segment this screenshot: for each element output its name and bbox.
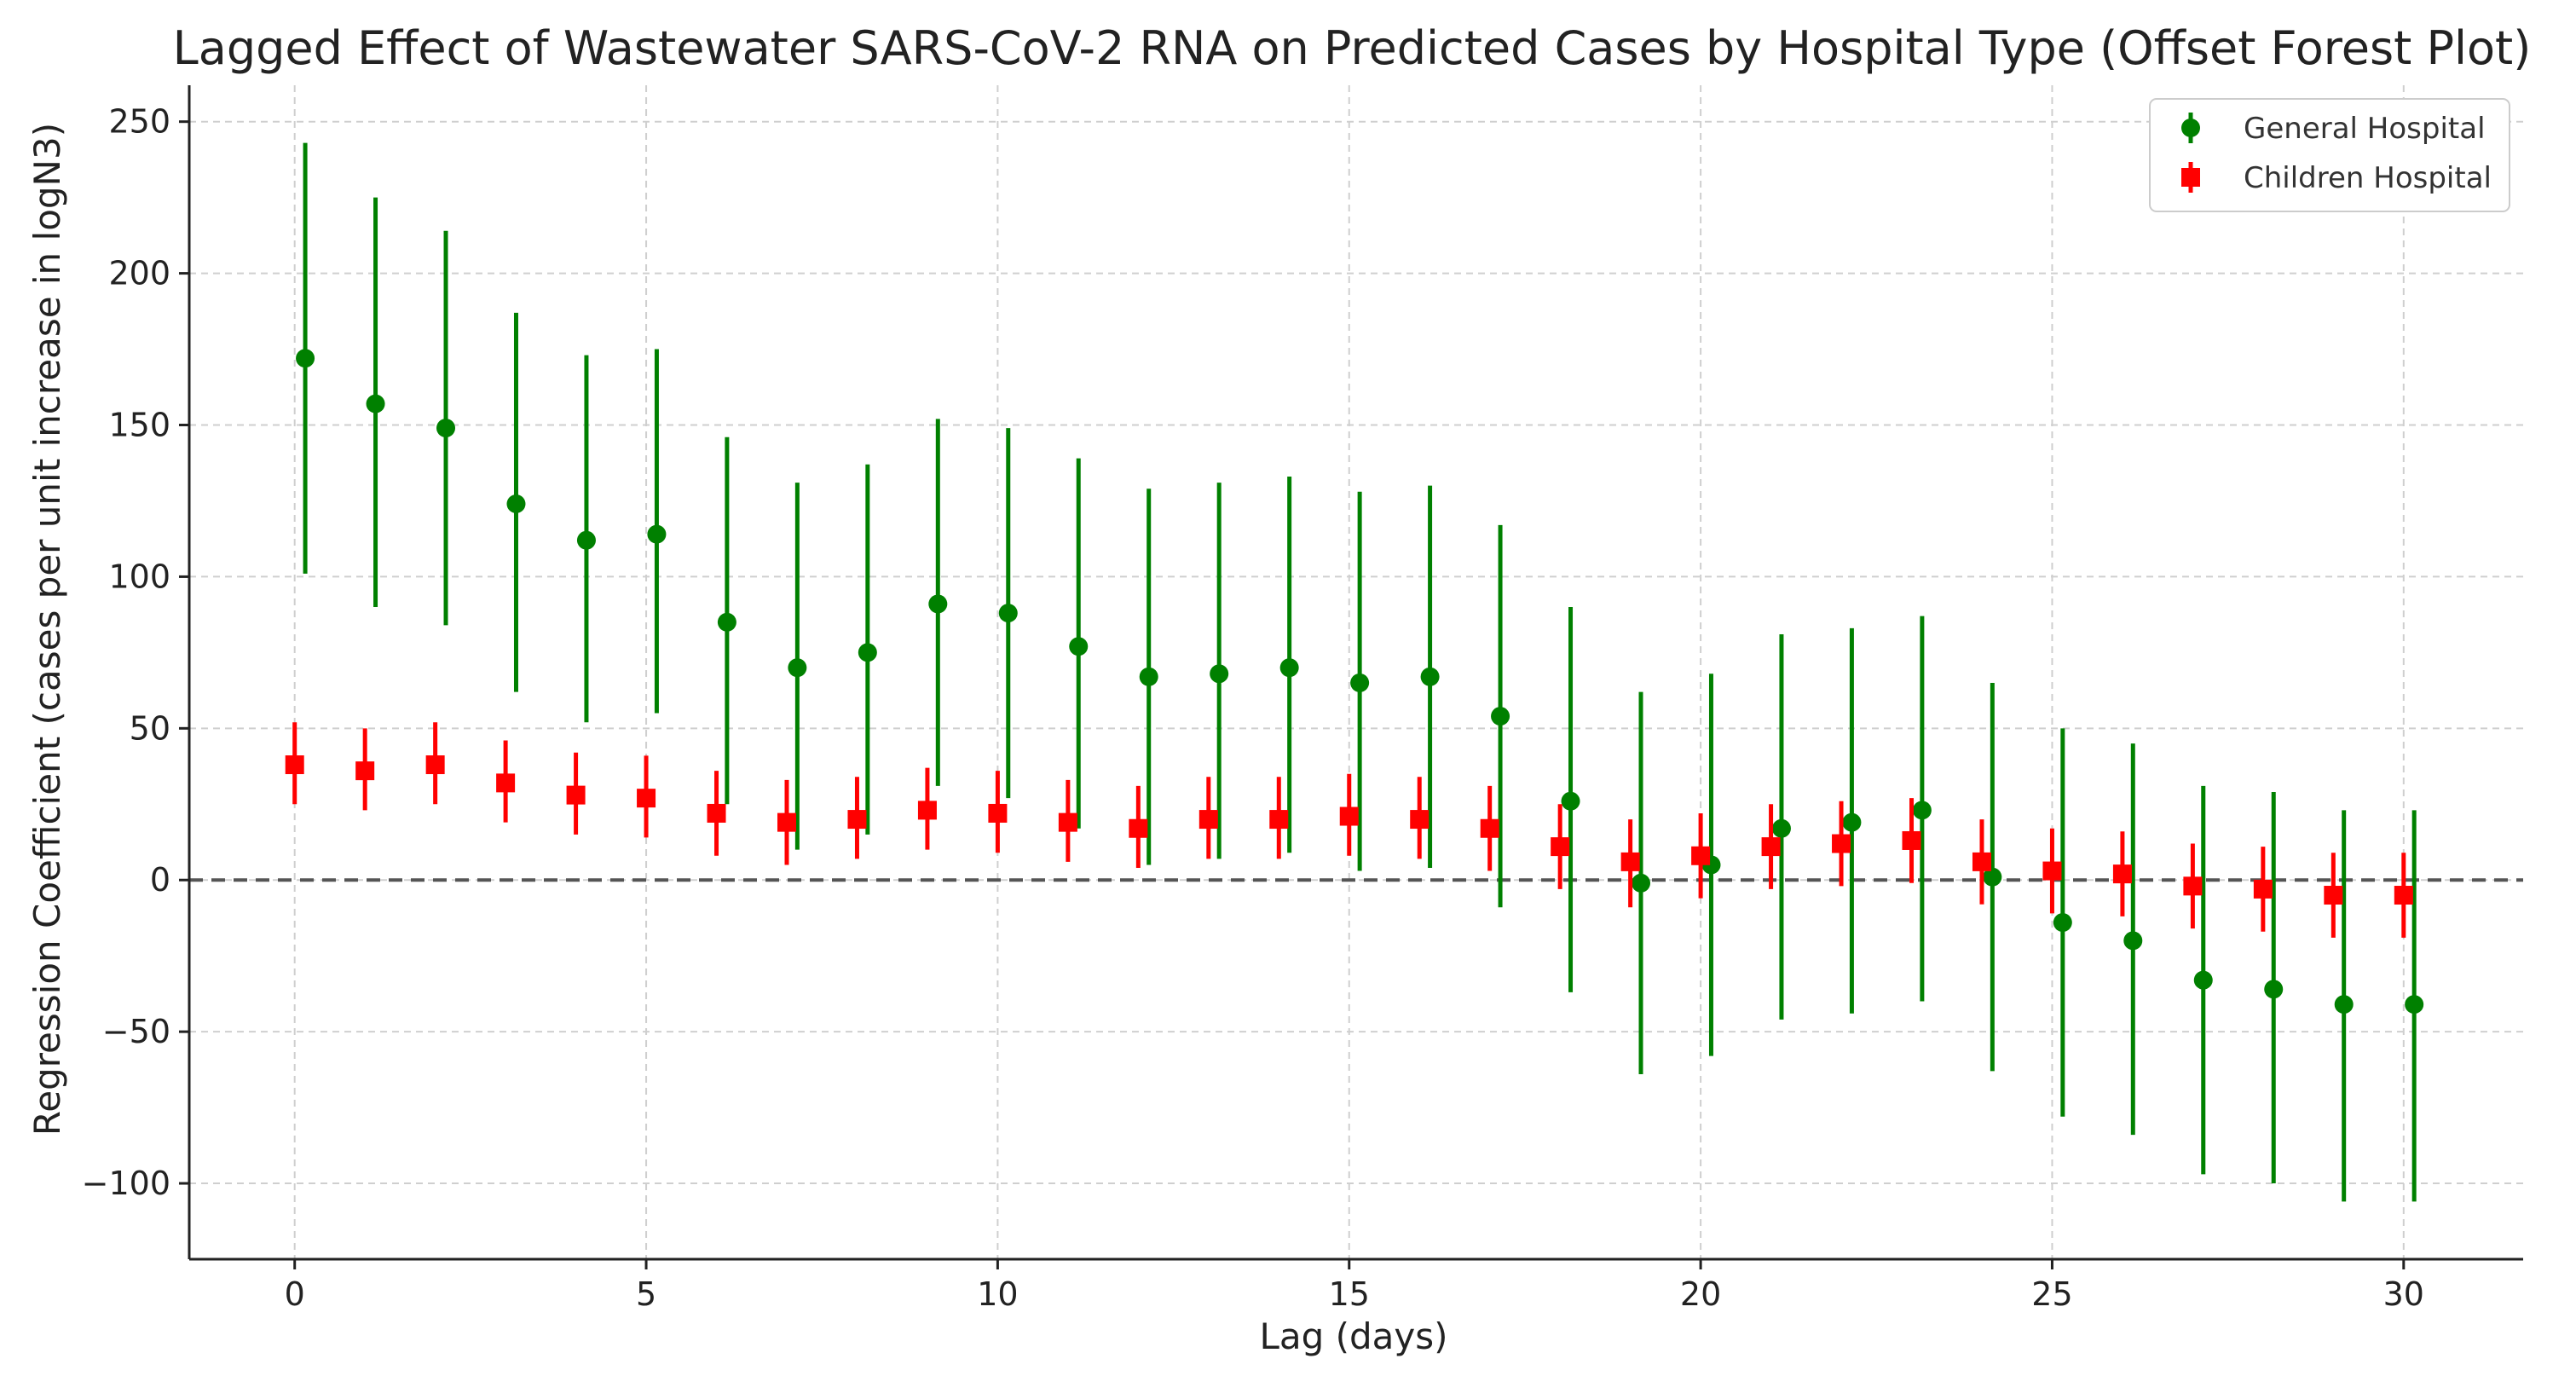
legend-general-label: General Hospital <box>2244 112 2486 146</box>
children-point-lag-12 <box>1129 818 1148 838</box>
children-point-lag-21 <box>1761 837 1781 857</box>
general-point-lag-17 <box>1491 707 1510 726</box>
general-point-lag-27 <box>2193 970 2213 990</box>
x-tick-label-30: 30 <box>2383 1275 2424 1313</box>
x-tick-label-25: 25 <box>2031 1275 2072 1313</box>
general-point-lag-21 <box>1771 818 1791 838</box>
children-point-lag-5 <box>637 789 656 808</box>
general-point-lag-22 <box>1842 812 1862 832</box>
children-point-lag-1 <box>355 761 375 781</box>
general-point-lag-7 <box>788 658 807 678</box>
legend-children-label: Children Hospital <box>2244 161 2492 195</box>
general-point-lag-8 <box>858 643 877 662</box>
children-point-lag-27 <box>2183 876 2203 896</box>
x-tick-label-10: 10 <box>977 1275 1018 1313</box>
children-point-lag-22 <box>1832 834 1851 853</box>
general-point-lag-12 <box>1139 667 1158 686</box>
children-point-lag-3 <box>496 773 516 793</box>
general-point-lag-30 <box>2405 995 2424 1015</box>
children-point-lag-29 <box>2324 886 2343 905</box>
general-point-lag-3 <box>506 494 526 514</box>
children-point-lag-20 <box>1691 846 1711 865</box>
y-tick-label-50: 50 <box>130 709 170 747</box>
general-point-lag-13 <box>1210 664 1229 684</box>
general-point-lag-29 <box>2334 995 2354 1015</box>
general-point-lag-16 <box>1420 667 1440 686</box>
children-point-lag-30 <box>2394 886 2413 905</box>
children-point-lag-0 <box>285 755 304 775</box>
children-point-lag-24 <box>1972 852 1991 871</box>
x-tick-label-20: 20 <box>1680 1275 1721 1313</box>
y-tick-label-150: 150 <box>108 407 170 444</box>
children-point-lag-28 <box>2253 879 2273 899</box>
y-tick-label--50: −50 <box>102 1013 170 1050</box>
y-tick-label-100: 100 <box>108 558 170 595</box>
general-point-lag-1 <box>366 394 385 413</box>
legend-general-marker <box>2181 119 2200 137</box>
general-point-lag-0 <box>296 349 315 368</box>
general-point-lag-10 <box>998 604 1018 623</box>
general-point-lag-11 <box>1069 637 1089 656</box>
general-point-lag-6 <box>717 612 736 632</box>
x-tick-labels: 0 5 10 15 20 25 30 <box>285 1259 2424 1313</box>
general-point-lag-25 <box>2053 913 2072 933</box>
legend: General Hospital Children Hospital <box>2149 98 2510 212</box>
general-point-lag-18 <box>1561 791 1580 811</box>
children-point-lag-25 <box>2042 861 2062 881</box>
children-point-lag-4 <box>566 785 586 805</box>
series-layer <box>285 142 2424 1202</box>
x-tick-label-5: 5 <box>636 1275 656 1313</box>
children-point-lag-13 <box>1198 810 1218 830</box>
legend-box <box>2149 98 2510 212</box>
children-point-lag-9 <box>917 801 937 820</box>
children-point-lag-14 <box>1269 810 1289 830</box>
children-point-lag-23 <box>1902 830 1921 850</box>
children-point-lag-8 <box>847 810 867 830</box>
y-axis-label: Regression Coefficient (cases per unit i… <box>26 123 68 1136</box>
general-point-lag-15 <box>1350 673 1370 692</box>
general-point-lag-2 <box>436 419 456 438</box>
y-tick-label-250: 250 <box>108 103 170 141</box>
axes-layer <box>188 85 2523 1261</box>
children-point-lag-7 <box>777 812 796 832</box>
x-tick-label-0: 0 <box>285 1275 305 1313</box>
children-point-lag-2 <box>425 755 445 775</box>
children-point-lag-18 <box>1551 837 1570 857</box>
series-general-hospital <box>296 142 2424 1202</box>
y-tick-label--100: −100 <box>82 1165 170 1202</box>
general-point-lag-5 <box>647 524 667 544</box>
children-point-lag-6 <box>707 803 726 823</box>
general-point-lag-19 <box>1632 873 1651 893</box>
legend-children-marker <box>2181 168 2200 187</box>
y-tick-label-0: 0 <box>150 861 170 899</box>
children-point-lag-10 <box>988 803 1008 823</box>
general-point-lag-23 <box>1912 801 1932 820</box>
general-point-lag-28 <box>2264 980 2284 999</box>
general-point-lag-14 <box>1279 658 1299 678</box>
children-point-lag-26 <box>2112 864 2132 884</box>
grid-layer <box>189 85 2523 1259</box>
general-point-lag-4 <box>576 530 596 550</box>
x-tick-label-15: 15 <box>1329 1275 1370 1313</box>
series-children-hospital <box>285 722 2413 938</box>
x-axis-label: Lag (days) <box>1259 1315 1447 1357</box>
children-point-lag-17 <box>1480 818 1499 838</box>
general-point-lag-24 <box>1983 867 2002 887</box>
chart-title: Lagged Effect of Wastewater SARS-CoV-2 R… <box>173 21 2532 75</box>
children-point-lag-19 <box>1620 852 1640 871</box>
children-point-lag-11 <box>1058 812 1077 832</box>
children-point-lag-16 <box>1410 810 1430 830</box>
general-point-lag-26 <box>2123 931 2143 951</box>
y-tick-label-200: 200 <box>108 255 170 292</box>
children-point-lag-15 <box>1339 807 1359 826</box>
general-point-lag-9 <box>928 594 948 614</box>
y-tick-labels: −100 −50 0 50 100 150 200 250 <box>82 103 189 1202</box>
